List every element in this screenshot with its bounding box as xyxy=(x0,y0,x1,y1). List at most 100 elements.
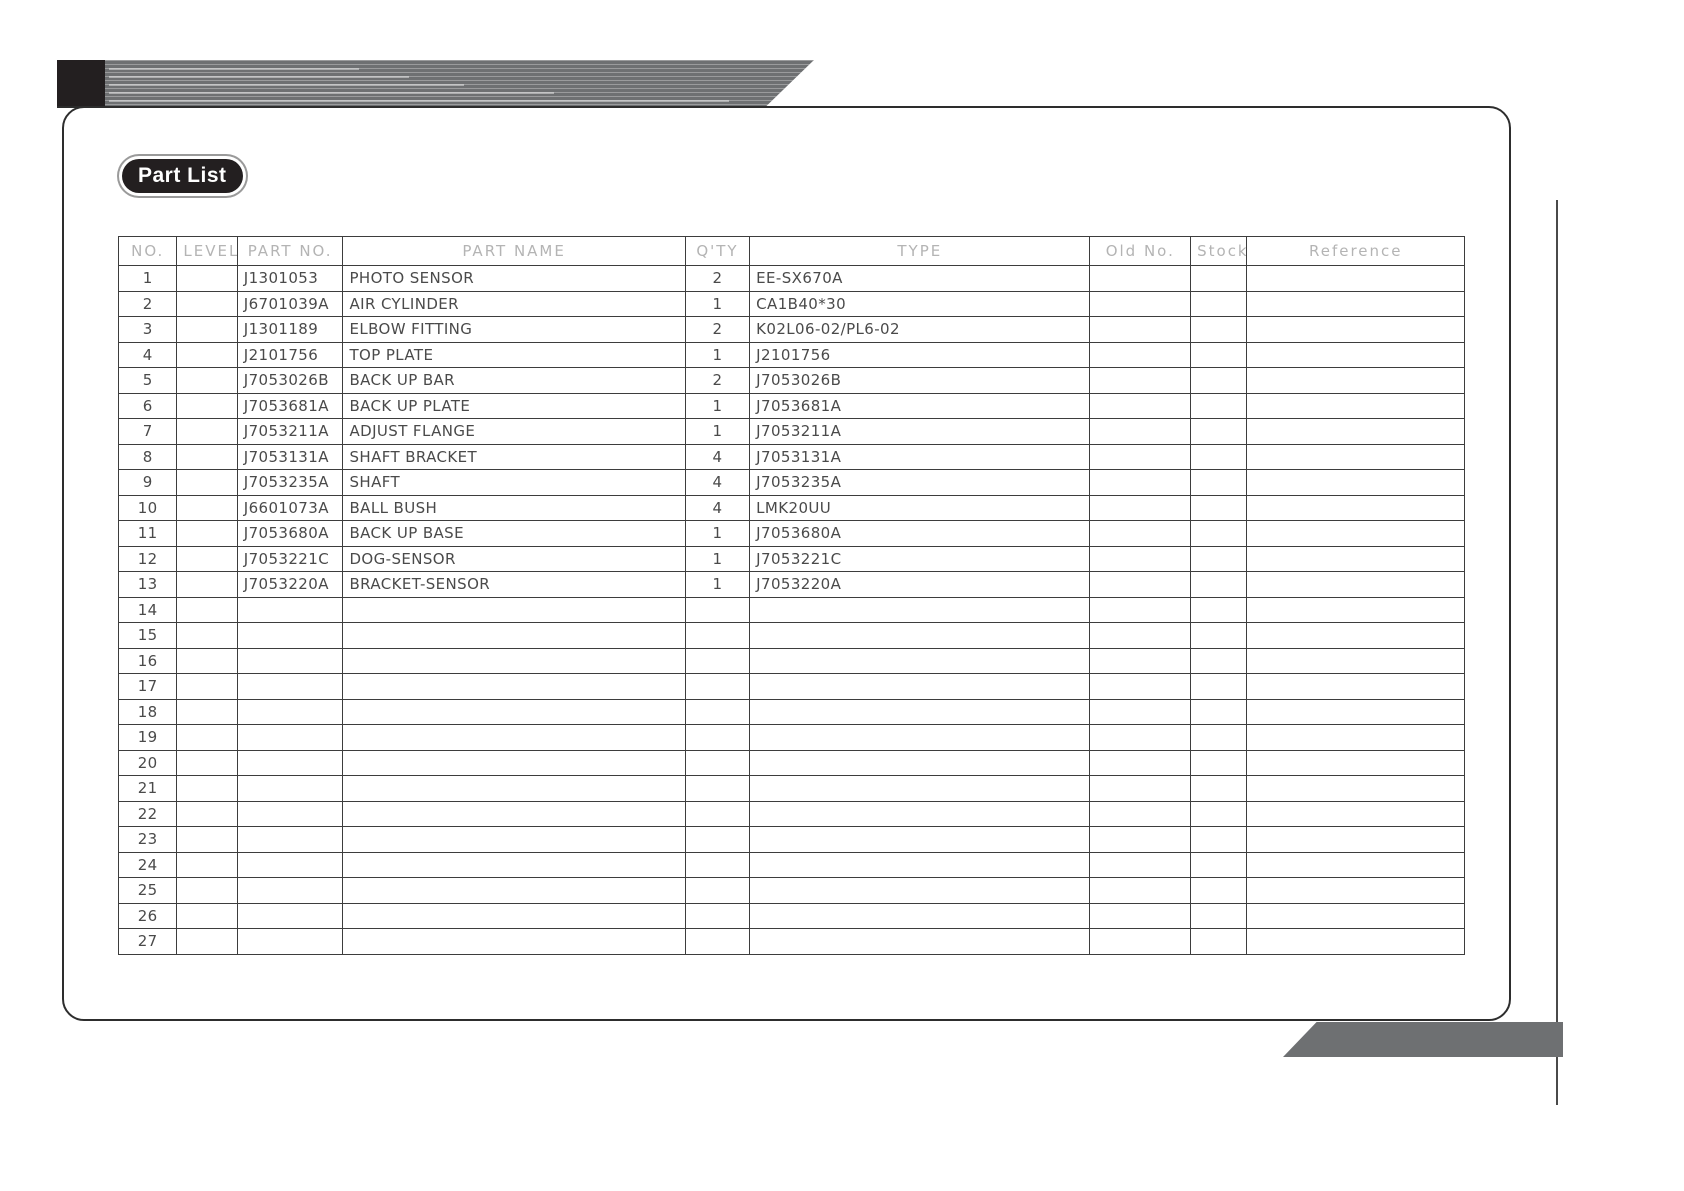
cell-part-no[interactable] xyxy=(236,749,344,776)
cell-reference[interactable] xyxy=(1246,418,1465,445)
cell-qty[interactable] xyxy=(684,826,751,853)
cell-part-name[interactable] xyxy=(342,749,686,776)
cell-old-no[interactable] xyxy=(1089,851,1192,878)
cell-old-no[interactable] xyxy=(1089,520,1192,547)
table-row[interactable]: 11 J7053680A BACK UP BASE 1 J7053680A xyxy=(117,520,1465,547)
cell-no[interactable]: 13 xyxy=(117,571,178,598)
cell-type[interactable] xyxy=(749,826,1091,853)
table-row[interactable]: 15 xyxy=(117,622,1465,649)
cell-reference[interactable] xyxy=(1246,826,1465,853)
cell-level[interactable] xyxy=(176,469,238,496)
cell-old-no[interactable] xyxy=(1089,290,1192,317)
cell-stock[interactable] xyxy=(1190,443,1248,470)
cell-qty[interactable] xyxy=(684,928,751,955)
cell-no[interactable]: 10 xyxy=(117,494,178,521)
cell-qty[interactable]: 4 xyxy=(684,443,751,470)
cell-level[interactable] xyxy=(176,826,238,853)
cell-part-name[interactable] xyxy=(342,724,686,751)
cell-no[interactable]: 4 xyxy=(117,341,178,368)
cell-no[interactable]: 25 xyxy=(117,877,178,904)
cell-type[interactable] xyxy=(749,877,1091,904)
table-row[interactable]: 4 J2101756 TOP PLATE 1 J2101756 xyxy=(117,341,1465,368)
cell-part-no[interactable] xyxy=(236,775,344,802)
cell-level[interactable] xyxy=(176,749,238,776)
cell-qty[interactable] xyxy=(684,622,751,649)
cell-old-no[interactable] xyxy=(1089,724,1192,751)
cell-part-no[interactable] xyxy=(236,800,344,827)
cell-part-name[interactable] xyxy=(342,596,686,623)
cell-level[interactable] xyxy=(176,673,238,700)
cell-stock[interactable] xyxy=(1190,290,1248,317)
cell-reference[interactable] xyxy=(1246,316,1465,343)
cell-old-no[interactable] xyxy=(1089,800,1192,827)
cell-type[interactable] xyxy=(749,749,1091,776)
cell-type[interactable] xyxy=(749,928,1091,955)
cell-reference[interactable] xyxy=(1246,392,1465,419)
cell-type[interactable] xyxy=(749,698,1091,725)
cell-stock[interactable] xyxy=(1190,316,1248,343)
cell-old-no[interactable] xyxy=(1089,392,1192,419)
table-row[interactable]: 9 J7053235A SHAFT 4 J7053235A xyxy=(117,469,1465,496)
cell-no[interactable]: 6 xyxy=(117,392,178,419)
cell-qty[interactable] xyxy=(684,673,751,700)
cell-part-no[interactable]: J7053026B xyxy=(236,367,344,394)
cell-part-name[interactable]: SHAFT xyxy=(342,469,686,496)
cell-level[interactable] xyxy=(176,622,238,649)
cell-part-no[interactable]: J7053235A xyxy=(236,469,344,496)
table-row[interactable]: 26 xyxy=(117,902,1465,929)
cell-reference[interactable] xyxy=(1246,367,1465,394)
cell-no[interactable]: 2 xyxy=(117,290,178,317)
cell-part-name[interactable]: SHAFT BRACKET xyxy=(342,443,686,470)
cell-part-no[interactable] xyxy=(236,596,344,623)
cell-part-name[interactable] xyxy=(342,647,686,674)
cell-stock[interactable] xyxy=(1190,596,1248,623)
cell-type[interactable] xyxy=(749,647,1091,674)
table-row[interactable]: 12 J7053221C DOG-SENSOR 1 J7053221C xyxy=(117,545,1465,572)
cell-part-name[interactable] xyxy=(342,877,686,904)
cell-reference[interactable] xyxy=(1246,341,1465,368)
cell-part-no[interactable]: J7053221C xyxy=(236,545,344,572)
cell-part-no[interactable]: J1301053 xyxy=(236,265,344,292)
cell-level[interactable] xyxy=(176,877,238,904)
cell-level[interactable] xyxy=(176,647,238,674)
cell-level[interactable] xyxy=(176,928,238,955)
cell-qty[interactable]: 2 xyxy=(684,367,751,394)
cell-level[interactable] xyxy=(176,571,238,598)
cell-part-no[interactable] xyxy=(236,673,344,700)
table-row[interactable]: 24 xyxy=(117,851,1465,878)
cell-part-no[interactable]: J1301189 xyxy=(236,316,344,343)
cell-part-name[interactable] xyxy=(342,826,686,853)
cell-stock[interactable] xyxy=(1190,800,1248,827)
cell-type[interactable]: CA1B40*30 xyxy=(749,290,1091,317)
cell-level[interactable] xyxy=(176,290,238,317)
cell-qty[interactable]: 1 xyxy=(684,290,751,317)
cell-part-name[interactable] xyxy=(342,928,686,955)
cell-part-name[interactable]: AIR CYLINDER xyxy=(342,290,686,317)
cell-no[interactable]: 22 xyxy=(117,800,178,827)
table-row[interactable]: 6 J7053681A BACK UP PLATE 1 J7053681A xyxy=(117,392,1465,419)
cell-reference[interactable] xyxy=(1246,443,1465,470)
cell-stock[interactable] xyxy=(1190,265,1248,292)
cell-reference[interactable] xyxy=(1246,290,1465,317)
cell-reference[interactable] xyxy=(1246,520,1465,547)
cell-part-no[interactable] xyxy=(236,851,344,878)
cell-no[interactable]: 8 xyxy=(117,443,178,470)
cell-old-no[interactable] xyxy=(1089,265,1192,292)
cell-level[interactable] xyxy=(176,724,238,751)
cell-level[interactable] xyxy=(176,775,238,802)
cell-reference[interactable] xyxy=(1246,647,1465,674)
cell-type[interactable] xyxy=(749,724,1091,751)
cell-stock[interactable] xyxy=(1190,520,1248,547)
cell-type[interactable]: J7053235A xyxy=(749,469,1091,496)
cell-type[interactable] xyxy=(749,673,1091,700)
cell-stock[interactable] xyxy=(1190,367,1248,394)
cell-stock[interactable] xyxy=(1190,622,1248,649)
cell-stock[interactable] xyxy=(1190,571,1248,598)
cell-level[interactable] xyxy=(176,698,238,725)
cell-qty[interactable]: 2 xyxy=(684,316,751,343)
cell-type[interactable]: LMK20UU xyxy=(749,494,1091,521)
cell-level[interactable] xyxy=(176,800,238,827)
cell-reference[interactable] xyxy=(1246,851,1465,878)
cell-part-no[interactable]: J7053680A xyxy=(236,520,344,547)
cell-old-no[interactable] xyxy=(1089,341,1192,368)
